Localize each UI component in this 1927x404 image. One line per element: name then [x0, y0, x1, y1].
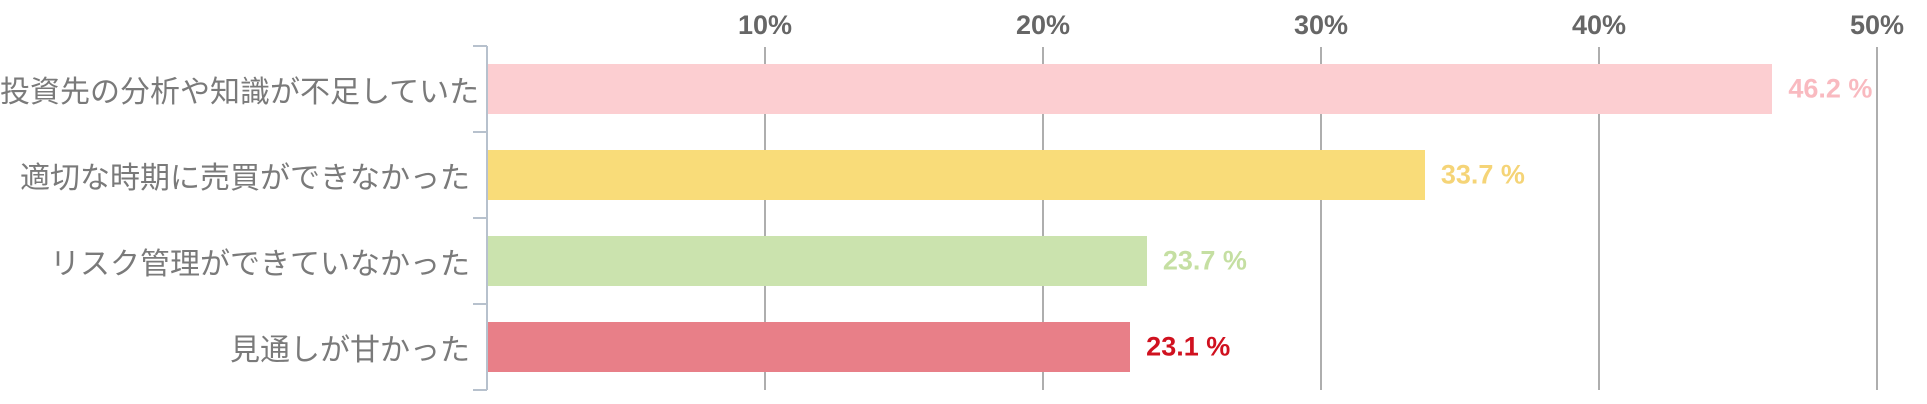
value-label: 23.1 % [1146, 331, 1231, 362]
bar [488, 64, 1773, 114]
x-tick-label: 50% [1849, 10, 1905, 40]
gridline [764, 47, 766, 390]
x-tick-label: 20% [1015, 10, 1071, 40]
category-label: 適切な時期に売買ができなかった [20, 162, 470, 195]
gridline [1320, 47, 1322, 390]
y-axis-line [486, 46, 488, 390]
axis-tick [473, 131, 487, 133]
category-label: 投資先の分析や知識が不足していた [0, 76, 480, 109]
axis-tick [473, 389, 487, 391]
x-tick-label: 10% [737, 10, 793, 40]
axis-tick [473, 45, 487, 47]
bar [488, 322, 1131, 372]
value-label: 46.2 % [1788, 73, 1873, 104]
value-label: 23.7 % [1162, 245, 1247, 276]
axis-tick [473, 217, 487, 219]
value-label: 33.7 % [1440, 159, 1525, 190]
category-label: リスク管理ができていなかった [50, 248, 470, 281]
gridline [1876, 47, 1878, 390]
category-label: 見通しが甘かった [230, 334, 470, 367]
gridline [1042, 47, 1044, 390]
gridline [1598, 47, 1600, 390]
axis-tick [473, 303, 487, 305]
x-tick-label: 40% [1571, 10, 1627, 40]
x-tick-label: 30% [1293, 10, 1349, 40]
bar [488, 150, 1425, 200]
bar [488, 236, 1147, 286]
